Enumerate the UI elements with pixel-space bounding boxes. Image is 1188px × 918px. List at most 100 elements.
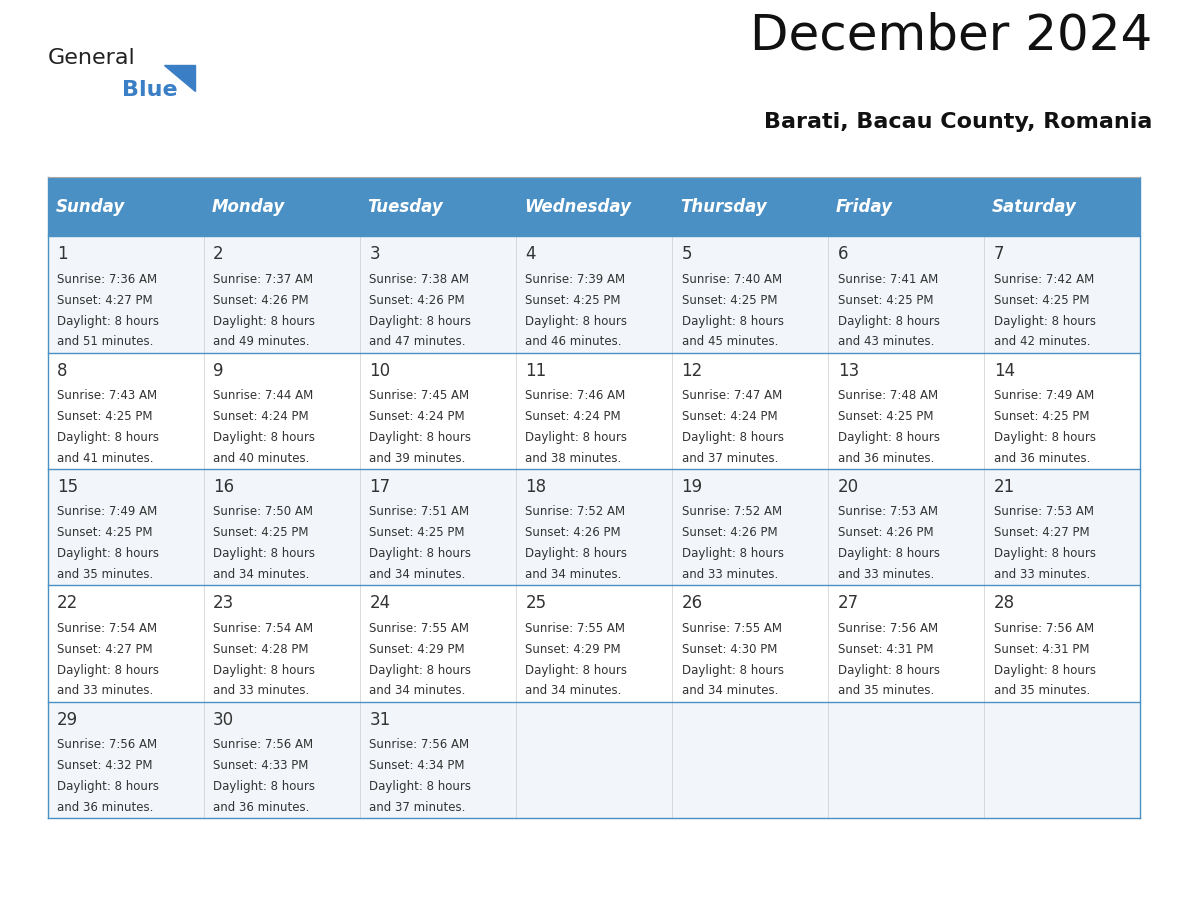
Text: Daylight: 8 hours: Daylight: 8 hours — [994, 664, 1095, 677]
Text: and 36 minutes.: and 36 minutes. — [213, 800, 310, 813]
Text: and 33 minutes.: and 33 minutes. — [838, 568, 934, 581]
Text: Sunset: 4:27 PM: Sunset: 4:27 PM — [994, 526, 1089, 539]
Text: Friday: Friday — [836, 197, 893, 216]
Text: 20: 20 — [838, 478, 859, 496]
Text: Sunrise: 7:39 AM: Sunrise: 7:39 AM — [525, 273, 626, 285]
Text: 21: 21 — [994, 478, 1015, 496]
Text: 26: 26 — [682, 595, 702, 612]
FancyBboxPatch shape — [48, 586, 1140, 701]
Text: Daylight: 8 hours: Daylight: 8 hours — [57, 664, 159, 677]
Text: Daylight: 8 hours: Daylight: 8 hours — [682, 431, 784, 443]
Text: 12: 12 — [682, 362, 703, 380]
Text: Daylight: 8 hours: Daylight: 8 hours — [213, 315, 315, 328]
Text: 29: 29 — [57, 711, 78, 729]
Text: Sunrise: 7:43 AM: Sunrise: 7:43 AM — [57, 389, 157, 402]
Text: Sunset: 4:25 PM: Sunset: 4:25 PM — [838, 294, 934, 307]
Text: 30: 30 — [213, 711, 234, 729]
Text: 6: 6 — [838, 245, 848, 263]
Text: Saturday: Saturday — [992, 197, 1078, 216]
Text: Sunrise: 7:46 AM: Sunrise: 7:46 AM — [525, 389, 626, 402]
Text: Daylight: 8 hours: Daylight: 8 hours — [838, 315, 940, 328]
Text: Sunset: 4:27 PM: Sunset: 4:27 PM — [57, 643, 152, 655]
Polygon shape — [164, 65, 195, 91]
Text: 18: 18 — [525, 478, 546, 496]
Text: 22: 22 — [57, 595, 78, 612]
Text: Sunday: Sunday — [56, 197, 125, 216]
Text: Sunrise: 7:56 AM: Sunrise: 7:56 AM — [369, 738, 469, 751]
Text: and 51 minutes.: and 51 minutes. — [57, 335, 153, 349]
Text: Sunset: 4:26 PM: Sunset: 4:26 PM — [838, 526, 934, 539]
Text: Daylight: 8 hours: Daylight: 8 hours — [57, 780, 159, 793]
FancyBboxPatch shape — [48, 701, 1140, 818]
Text: 1: 1 — [57, 245, 68, 263]
Text: Sunset: 4:29 PM: Sunset: 4:29 PM — [369, 643, 465, 655]
Text: Sunrise: 7:47 AM: Sunrise: 7:47 AM — [682, 389, 782, 402]
Text: Sunset: 4:34 PM: Sunset: 4:34 PM — [369, 759, 465, 772]
Text: Sunset: 4:24 PM: Sunset: 4:24 PM — [369, 410, 465, 423]
Text: 3: 3 — [369, 245, 380, 263]
FancyBboxPatch shape — [48, 353, 1140, 469]
Text: Daylight: 8 hours: Daylight: 8 hours — [369, 664, 472, 677]
Text: Sunset: 4:26 PM: Sunset: 4:26 PM — [525, 526, 621, 539]
Text: Sunset: 4:29 PM: Sunset: 4:29 PM — [525, 643, 621, 655]
Text: Daylight: 8 hours: Daylight: 8 hours — [525, 431, 627, 443]
Text: and 37 minutes.: and 37 minutes. — [369, 800, 466, 813]
Text: and 47 minutes.: and 47 minutes. — [369, 335, 466, 349]
Text: Sunset: 4:25 PM: Sunset: 4:25 PM — [994, 410, 1089, 423]
FancyBboxPatch shape — [48, 236, 1140, 353]
Text: 9: 9 — [213, 362, 223, 380]
Text: Daylight: 8 hours: Daylight: 8 hours — [682, 547, 784, 560]
Text: 25: 25 — [525, 595, 546, 612]
Text: Sunrise: 7:55 AM: Sunrise: 7:55 AM — [525, 621, 625, 634]
Text: and 34 minutes.: and 34 minutes. — [682, 685, 778, 698]
Text: Sunset: 4:32 PM: Sunset: 4:32 PM — [57, 759, 152, 772]
Text: Sunset: 4:26 PM: Sunset: 4:26 PM — [682, 526, 777, 539]
Text: and 35 minutes.: and 35 minutes. — [838, 685, 934, 698]
Text: Sunset: 4:24 PM: Sunset: 4:24 PM — [213, 410, 309, 423]
Text: Sunrise: 7:55 AM: Sunrise: 7:55 AM — [682, 621, 782, 634]
Text: Wednesday: Wednesday — [524, 197, 631, 216]
Text: General: General — [48, 49, 135, 68]
Text: Daylight: 8 hours: Daylight: 8 hours — [838, 547, 940, 560]
Text: and 36 minutes.: and 36 minutes. — [838, 452, 934, 465]
Text: Daylight: 8 hours: Daylight: 8 hours — [525, 664, 627, 677]
Text: and 41 minutes.: and 41 minutes. — [57, 452, 153, 465]
Text: 4: 4 — [525, 245, 536, 263]
Text: Sunrise: 7:52 AM: Sunrise: 7:52 AM — [682, 506, 782, 519]
Text: Sunset: 4:25 PM: Sunset: 4:25 PM — [994, 294, 1089, 307]
Text: 11: 11 — [525, 362, 546, 380]
Text: Daylight: 8 hours: Daylight: 8 hours — [994, 547, 1095, 560]
Text: and 34 minutes.: and 34 minutes. — [525, 568, 621, 581]
Text: Sunrise: 7:48 AM: Sunrise: 7:48 AM — [838, 389, 937, 402]
Text: Daylight: 8 hours: Daylight: 8 hours — [525, 315, 627, 328]
Text: Daylight: 8 hours: Daylight: 8 hours — [213, 431, 315, 443]
Text: and 39 minutes.: and 39 minutes. — [369, 452, 466, 465]
Text: 7: 7 — [994, 245, 1004, 263]
Text: 5: 5 — [682, 245, 693, 263]
Text: Sunrise: 7:55 AM: Sunrise: 7:55 AM — [369, 621, 469, 634]
Text: and 46 minutes.: and 46 minutes. — [525, 335, 623, 349]
Text: Tuesday: Tuesday — [367, 197, 443, 216]
Text: 24: 24 — [369, 595, 391, 612]
Text: Sunset: 4:25 PM: Sunset: 4:25 PM — [57, 410, 152, 423]
Text: and 42 minutes.: and 42 minutes. — [994, 335, 1091, 349]
Text: Sunset: 4:26 PM: Sunset: 4:26 PM — [369, 294, 465, 307]
Text: Sunrise: 7:54 AM: Sunrise: 7:54 AM — [213, 621, 314, 634]
Text: Sunrise: 7:53 AM: Sunrise: 7:53 AM — [994, 506, 1094, 519]
Text: Monday: Monday — [211, 197, 285, 216]
Text: Sunrise: 7:45 AM: Sunrise: 7:45 AM — [369, 389, 469, 402]
Text: Sunrise: 7:50 AM: Sunrise: 7:50 AM — [213, 506, 314, 519]
Text: Sunrise: 7:37 AM: Sunrise: 7:37 AM — [213, 273, 314, 285]
Text: and 45 minutes.: and 45 minutes. — [682, 335, 778, 349]
Text: and 40 minutes.: and 40 minutes. — [213, 452, 310, 465]
Text: Daylight: 8 hours: Daylight: 8 hours — [369, 547, 472, 560]
Text: Sunset: 4:31 PM: Sunset: 4:31 PM — [994, 643, 1089, 655]
Text: Sunrise: 7:36 AM: Sunrise: 7:36 AM — [57, 273, 157, 285]
Text: Sunset: 4:30 PM: Sunset: 4:30 PM — [682, 643, 777, 655]
Text: and 36 minutes.: and 36 minutes. — [57, 800, 153, 813]
Text: Daylight: 8 hours: Daylight: 8 hours — [369, 431, 472, 443]
Text: Sunset: 4:25 PM: Sunset: 4:25 PM — [838, 410, 934, 423]
Text: 17: 17 — [369, 478, 391, 496]
Text: Sunrise: 7:56 AM: Sunrise: 7:56 AM — [994, 621, 1094, 634]
Text: Sunrise: 7:52 AM: Sunrise: 7:52 AM — [525, 506, 626, 519]
